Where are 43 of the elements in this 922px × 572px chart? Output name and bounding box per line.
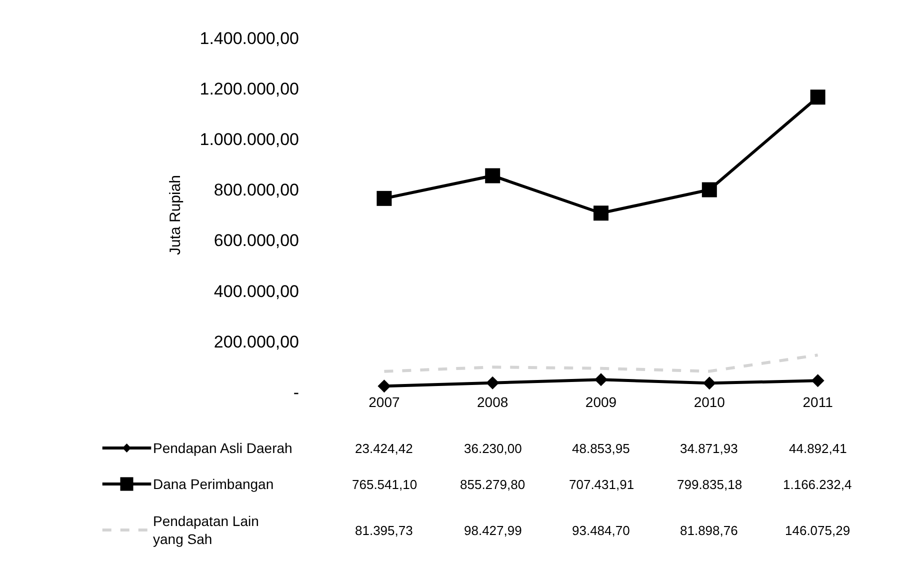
point (485, 168, 500, 184)
data-label: 1.166.232,4 (783, 477, 852, 492)
legend-label: Dana Perimbangan (153, 476, 274, 492)
data-label: 98.427,99 (464, 523, 522, 538)
data-label: 146.075,29 (785, 523, 850, 538)
point (376, 190, 392, 206)
x-tick-label: 2007 (368, 394, 400, 410)
data-label: 48.853,95 (572, 441, 630, 456)
legend-label: Pendapatan Lain yang Sah (153, 513, 259, 548)
x-tick-label: 2011 (802, 394, 834, 410)
y-tick-label: - (293, 382, 299, 402)
data-label: 855.279,80 (460, 477, 526, 492)
y-tick-label: 800.000,00 (214, 180, 299, 200)
point (810, 90, 826, 105)
point (702, 182, 717, 198)
y-axis-title: Juta Rupiah (166, 174, 184, 256)
data-label: 799.835,18 (677, 477, 742, 492)
point (702, 376, 716, 390)
data-label: 707.431,91 (569, 477, 634, 492)
point (594, 373, 608, 386)
data-label: 765.541,10 (352, 477, 418, 492)
y-tick-label: 1.400.000,00 (200, 28, 299, 48)
x-tick-label: 2008 (477, 394, 508, 410)
point (486, 376, 500, 390)
data-label: 44.892,41 (789, 441, 847, 456)
data-label: 81.898,76 (680, 523, 738, 538)
y-tick-label: 1.000.000,00 (200, 130, 299, 150)
y-tick-label: 600.000,00 (214, 231, 299, 250)
point (594, 206, 608, 221)
point (378, 380, 391, 393)
y-tick-label: 400.000,00 (214, 282, 299, 301)
data-label: 34.871,93 (680, 441, 738, 456)
point (811, 374, 824, 388)
data-label: 93.484,70 (572, 523, 630, 538)
data-label: 81.395,73 (355, 523, 413, 538)
x-tick-label: 2009 (585, 394, 617, 410)
data-label: 36.230,00 (464, 441, 522, 456)
legend-label: Pendapan Asli Daerah (153, 440, 292, 456)
x-tick-label: 2010 (694, 394, 726, 410)
y-tick-label: 200.000,00 (214, 332, 299, 352)
data-label: 23.424,42 (355, 441, 413, 456)
y-tick-label: 1.200.000,00 (200, 80, 299, 99)
line-series (382, 354, 820, 373)
